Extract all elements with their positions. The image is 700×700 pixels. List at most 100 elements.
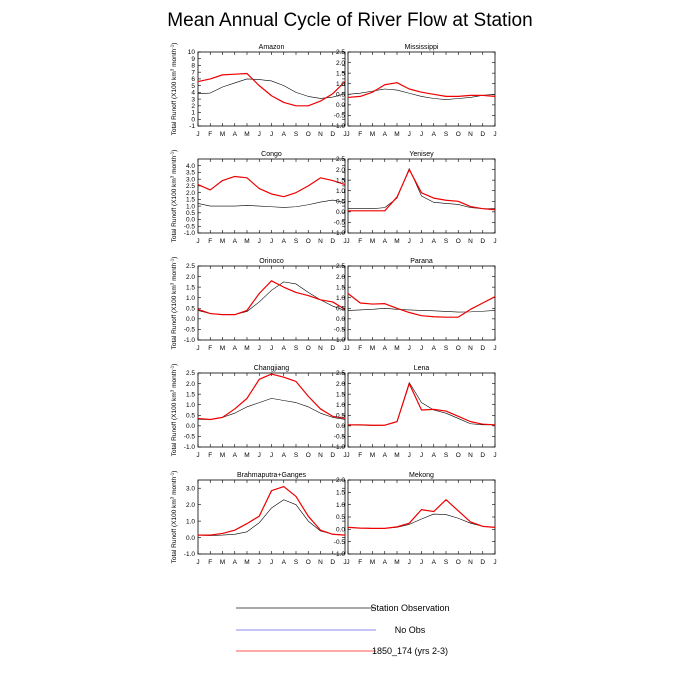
x-tick-label: A xyxy=(383,559,388,566)
x-tick-label: J xyxy=(270,238,273,245)
panel-title: Parana xyxy=(410,258,433,265)
y-tick-label: 8 xyxy=(191,63,195,70)
x-tick-label: J xyxy=(420,131,423,138)
panel-congo: Congo-1.0-0.50.00.51.01.52.02.53.03.54.0… xyxy=(170,150,347,245)
y-tick-label: 2.0 xyxy=(336,60,345,67)
series-line-observation xyxy=(198,398,346,420)
x-tick-label: M xyxy=(394,559,399,566)
y-tick-label: 2.0 xyxy=(336,477,345,484)
y-tick-label: 2.5 xyxy=(186,370,195,377)
y-tick-label: -0.5 xyxy=(334,327,346,334)
x-tick-label: F xyxy=(208,559,212,566)
x-tick-label: D xyxy=(480,131,485,138)
x-tick-label: J xyxy=(343,559,346,566)
series-line-observation xyxy=(347,513,496,529)
x-tick-label: A xyxy=(282,559,287,566)
y-tick-label: 7 xyxy=(191,69,195,76)
y-tick-label: 0.0 xyxy=(186,316,195,323)
y-tick-label: 0.0 xyxy=(336,209,345,216)
x-tick-label: M xyxy=(244,238,249,245)
series-line-observation xyxy=(348,168,495,209)
panel-title: Changjiang xyxy=(254,365,290,372)
y-tick-label: 2.5 xyxy=(336,156,345,163)
panel-title: Orinoco xyxy=(259,258,284,265)
x-tick-label: J xyxy=(258,452,261,459)
y-tick-label: -0.5 xyxy=(184,434,196,441)
x-tick-label: M xyxy=(220,345,225,352)
legend: Station Observation No Obs 1850_174 (yrs 2… xyxy=(236,603,450,656)
x-tick-label: F xyxy=(208,452,212,459)
x-tick-label: J xyxy=(493,238,496,245)
x-tick-label: F xyxy=(208,345,212,352)
x-tick-label: S xyxy=(444,345,449,352)
y-tick-label: 1.0 xyxy=(336,502,345,509)
x-tick-label: A xyxy=(233,345,238,352)
x-tick-label: D xyxy=(330,238,335,245)
y-axis-label-part: Total Runoff (X100 km xyxy=(171,499,178,563)
x-tick-label: J xyxy=(408,238,411,245)
y-axis-label-part: month xyxy=(171,262,178,282)
x-tick-label: A xyxy=(383,452,388,459)
y-axis-label-part: month xyxy=(171,476,178,496)
x-tick-label: M xyxy=(370,559,375,566)
y-tick-label: 1.0 xyxy=(336,295,345,302)
y-tick-label: 2.0 xyxy=(336,167,345,174)
x-tick-label: S xyxy=(294,345,299,352)
x-tick-label: O xyxy=(306,452,311,459)
x-tick-label: O xyxy=(306,131,311,138)
plot-frame xyxy=(197,158,346,234)
x-tick-label: J xyxy=(346,345,349,352)
x-tick-label: J xyxy=(408,345,411,352)
x-tick-label: O xyxy=(456,559,461,566)
y-axis-label-superscript: 3 xyxy=(170,282,175,285)
x-tick-label: D xyxy=(480,238,485,245)
y-axis-label: Total Runoff (X100 km3 month-1) xyxy=(170,364,179,457)
x-tick-label: A xyxy=(282,452,287,459)
x-tick-label: J xyxy=(270,131,273,138)
x-tick-label: J xyxy=(346,131,349,138)
x-tick-label: S xyxy=(444,238,449,245)
y-tick-label: 2.0 xyxy=(186,190,195,197)
x-tick-label: M xyxy=(394,452,399,459)
y-tick-label: 1.0 xyxy=(336,188,345,195)
x-tick-label: J xyxy=(196,131,199,138)
y-tick-label: 1.5 xyxy=(336,490,345,497)
x-tick-label: S xyxy=(444,452,449,459)
y-tick-label: -0.5 xyxy=(334,113,346,120)
x-tick-label: D xyxy=(330,452,335,459)
y-axis-label-part: ) xyxy=(171,150,178,152)
y-axis-label-part: ) xyxy=(171,471,178,473)
y-tick-label: 2.5 xyxy=(186,183,195,190)
y-tick-label: 1.5 xyxy=(186,197,195,204)
y-tick-label: 1.0 xyxy=(186,518,195,525)
y-tick-label: 3.5 xyxy=(186,170,195,177)
x-tick-label: F xyxy=(358,238,362,245)
x-tick-label: J xyxy=(196,238,199,245)
y-tick-label: 1.5 xyxy=(186,391,195,398)
y-tick-label: -0.5 xyxy=(184,327,196,334)
y-tick-label: 0.0 xyxy=(186,535,195,542)
y-tick-label: -0.5 xyxy=(184,223,196,230)
x-tick-label: A xyxy=(282,238,287,245)
y-axis-label-part: month xyxy=(171,369,178,389)
y-axis-label-superscript: -1 xyxy=(170,472,175,476)
y-axis-label: Total Runoff (X100 km3 month-1) xyxy=(170,150,179,243)
y-axis-label-part: Total Runoff (X100 km xyxy=(171,392,178,456)
series-line-model xyxy=(347,293,496,318)
y-tick-label: 0.5 xyxy=(336,514,345,521)
y-axis-label: Total Runoff (X100 km3 month-1) xyxy=(170,43,179,136)
y-axis-label: Total Runoff (X100 km3 month-1) xyxy=(170,471,179,564)
x-tick-label: J xyxy=(346,238,349,245)
y-tick-label: -1.0 xyxy=(184,444,196,451)
y-axis-label-part: month xyxy=(171,155,178,175)
y-tick-label: -1 xyxy=(189,123,195,130)
y-tick-label: 0.0 xyxy=(336,316,345,323)
x-tick-label: J xyxy=(343,345,346,352)
y-tick-label: -1.0 xyxy=(334,337,346,344)
y-tick-label: 5 xyxy=(191,83,195,90)
y-tick-label: 1.5 xyxy=(186,284,195,291)
x-tick-label: M xyxy=(220,452,225,459)
series-line-observation xyxy=(197,499,346,536)
